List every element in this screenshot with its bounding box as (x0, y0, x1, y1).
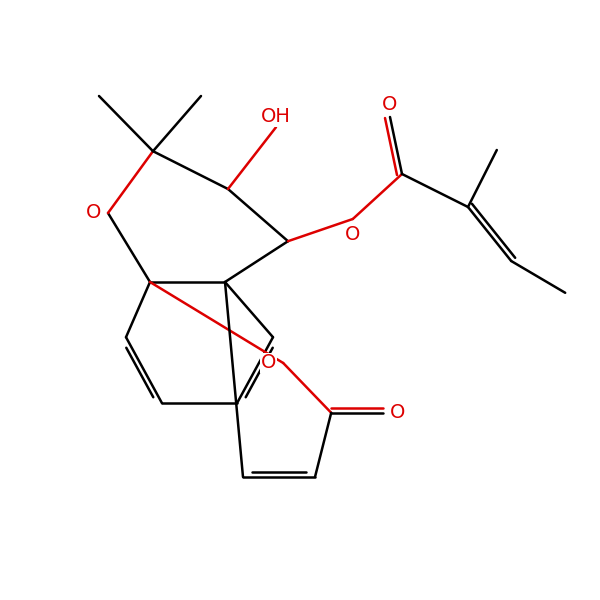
Text: O: O (85, 203, 101, 223)
Text: O: O (390, 403, 406, 422)
Text: O: O (382, 95, 398, 115)
Text: OH: OH (261, 107, 291, 126)
Text: O: O (260, 353, 276, 373)
Text: O: O (345, 224, 361, 244)
